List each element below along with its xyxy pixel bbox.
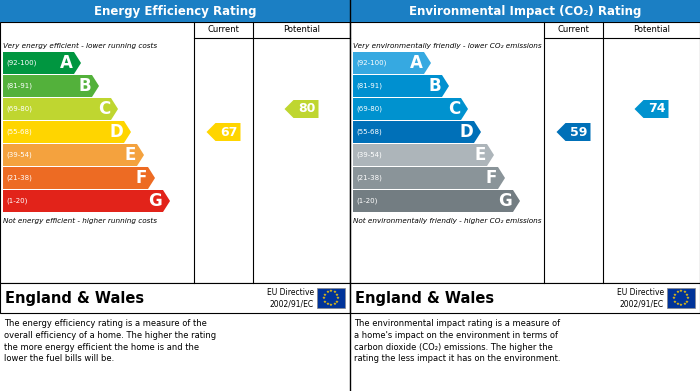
Text: ★: ★ (323, 292, 327, 296)
Polygon shape (206, 123, 241, 141)
Bar (0, 283, 350, 313)
Polygon shape (353, 190, 520, 212)
Text: E: E (475, 146, 486, 164)
Polygon shape (3, 75, 99, 97)
Text: ★: ★ (323, 300, 327, 303)
Text: (21-38): (21-38) (6, 175, 32, 181)
Text: Potential: Potential (283, 25, 320, 34)
Text: C: C (448, 100, 460, 118)
Text: Current: Current (208, 25, 239, 34)
Text: The energy efficiency rating is a measure of the
overall efficiency of a home. T: The energy efficiency rating is a measur… (4, 319, 216, 363)
Text: A: A (410, 54, 423, 72)
Polygon shape (556, 123, 591, 141)
Polygon shape (3, 52, 81, 74)
Polygon shape (284, 100, 319, 118)
Text: (1-20): (1-20) (356, 198, 377, 204)
Text: Very environmentally friendly - lower CO₂ emissions: Very environmentally friendly - lower CO… (353, 43, 542, 49)
Bar (350, 0, 700, 22)
Text: (81-91): (81-91) (356, 83, 382, 89)
Text: England & Wales: England & Wales (5, 291, 144, 305)
Text: ★: ★ (329, 289, 333, 293)
Text: (55-68): (55-68) (356, 129, 382, 135)
Text: D: D (459, 123, 473, 141)
Text: ★: ★ (673, 292, 677, 296)
Text: B: B (428, 77, 441, 95)
Text: ★: ★ (335, 300, 339, 303)
Text: F: F (136, 169, 147, 187)
Text: (1-20): (1-20) (6, 198, 27, 204)
Bar (317, 288, 345, 308)
Text: Energy Efficiency Rating: Energy Efficiency Rating (94, 5, 256, 18)
Text: B: B (78, 77, 91, 95)
Text: G: G (148, 192, 162, 210)
Text: (92-100): (92-100) (356, 60, 386, 66)
Text: E: E (125, 146, 136, 164)
Polygon shape (3, 98, 118, 120)
Text: ★: ★ (332, 290, 337, 294)
Text: ★: ★ (326, 302, 330, 306)
Bar (350, 283, 700, 313)
Text: ★: ★ (336, 296, 340, 300)
Text: (69-80): (69-80) (356, 106, 382, 112)
Text: A: A (60, 54, 73, 72)
Text: ★: ★ (686, 296, 690, 300)
Text: Not energy efficient - higher running costs: Not energy efficient - higher running co… (3, 218, 157, 224)
Text: Environmental Impact (CO₂) Rating: Environmental Impact (CO₂) Rating (409, 5, 641, 18)
Text: ★: ★ (322, 296, 326, 300)
Text: (21-38): (21-38) (356, 175, 382, 181)
Polygon shape (3, 167, 155, 189)
Polygon shape (3, 121, 131, 143)
Polygon shape (353, 144, 494, 166)
Polygon shape (353, 121, 481, 143)
Polygon shape (353, 75, 449, 97)
Text: Potential: Potential (633, 25, 670, 34)
Text: ★: ★ (679, 303, 683, 307)
Text: (55-68): (55-68) (6, 129, 32, 135)
Text: C: C (98, 100, 110, 118)
Text: (81-91): (81-91) (6, 83, 32, 89)
Polygon shape (353, 52, 431, 74)
Bar (0, 0, 350, 22)
Bar (0, 22, 350, 283)
Text: ★: ★ (682, 302, 687, 306)
Text: ★: ★ (329, 303, 333, 307)
Polygon shape (353, 98, 468, 120)
Text: ★: ★ (672, 296, 676, 300)
Polygon shape (3, 190, 170, 212)
Polygon shape (634, 100, 668, 118)
Text: D: D (109, 123, 123, 141)
Text: ★: ★ (679, 289, 683, 293)
Text: (39-54): (39-54) (6, 152, 32, 158)
Text: ★: ★ (326, 290, 330, 294)
Text: 80: 80 (298, 102, 316, 115)
Text: 59: 59 (570, 126, 588, 138)
Text: ★: ★ (682, 290, 687, 294)
Text: ★: ★ (676, 290, 680, 294)
Text: (39-54): (39-54) (356, 152, 382, 158)
Text: (92-100): (92-100) (6, 60, 36, 66)
Text: 67: 67 (220, 126, 238, 138)
Bar (667, 288, 695, 308)
Text: EU Directive
2002/91/EC: EU Directive 2002/91/EC (617, 288, 664, 308)
Bar (350, 22, 700, 283)
Text: ★: ★ (676, 302, 680, 306)
Polygon shape (3, 144, 144, 166)
Polygon shape (353, 167, 505, 189)
Text: Not environmentally friendly - higher CO₂ emissions: Not environmentally friendly - higher CO… (353, 218, 542, 224)
Text: ★: ★ (685, 292, 689, 296)
Text: EU Directive
2002/91/EC: EU Directive 2002/91/EC (267, 288, 314, 308)
Text: ★: ★ (685, 300, 689, 303)
Text: ★: ★ (332, 302, 337, 306)
Text: ★: ★ (335, 292, 339, 296)
Text: G: G (498, 192, 512, 210)
Text: The environmental impact rating is a measure of
a home's impact on the environme: The environmental impact rating is a mea… (354, 319, 561, 363)
Text: (69-80): (69-80) (6, 106, 32, 112)
Text: Current: Current (558, 25, 589, 34)
Text: 74: 74 (648, 102, 666, 115)
Text: F: F (486, 169, 497, 187)
Text: England & Wales: England & Wales (355, 291, 494, 305)
Text: ★: ★ (673, 300, 677, 303)
Text: Very energy efficient - lower running costs: Very energy efficient - lower running co… (3, 43, 157, 49)
